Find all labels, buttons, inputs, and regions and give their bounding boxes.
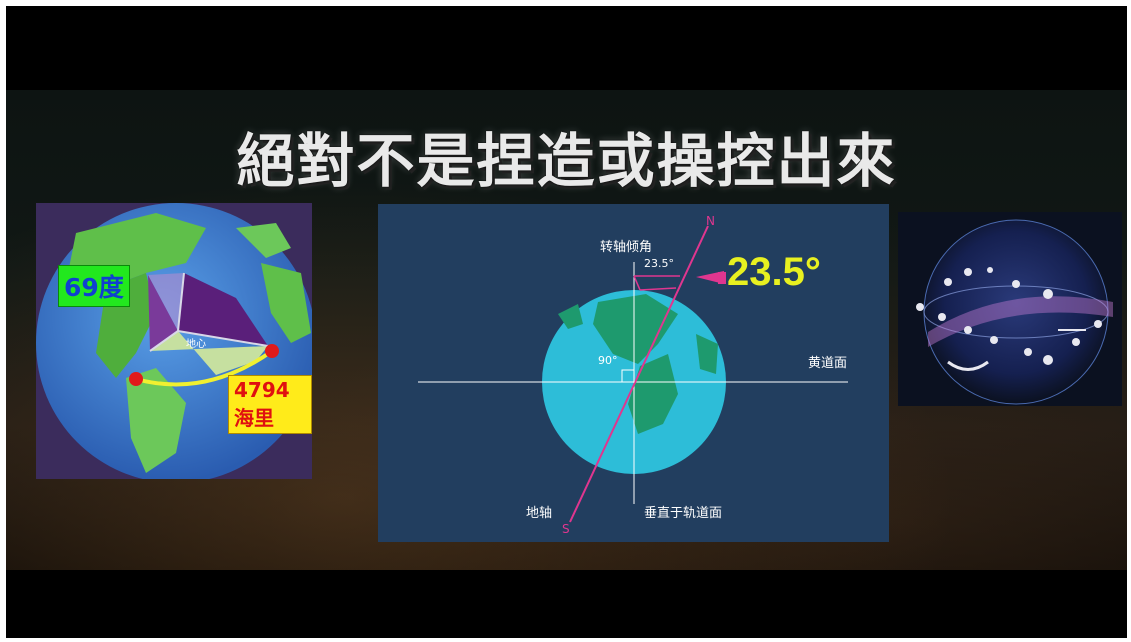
north-label: N [706, 214, 715, 228]
zodiac-sphere-illustration [898, 212, 1122, 406]
video-frame: 絕對不是捏造或操控出來 [6, 6, 1127, 638]
axis-tilt-label: 转轴倾角 [600, 240, 653, 255]
big-angle-label: 23.5° [727, 250, 821, 294]
globe-panel: 地心 69度 4794海里 [36, 203, 312, 479]
south-label: S [562, 522, 570, 536]
small-angle-label: 23.5° [644, 257, 674, 270]
distance-label: 4794海里 [228, 375, 312, 434]
zodiac-sphere-panel [898, 212, 1122, 406]
degree-label: 69度 [58, 265, 130, 307]
right-angle-label: 90° [598, 354, 618, 367]
perpendicular-label: 垂直于轨道面 [644, 506, 723, 521]
axis-label: 地轴 [526, 506, 553, 521]
globe-illustration [36, 203, 312, 479]
tilt-diagram-graphics [418, 225, 848, 523]
page-title: 絕對不是捏造或操控出來 [236, 127, 897, 195]
axial-tilt-diagram: 转轴倾角 23.5° 23.5° N S 90° 黄道面 地轴 垂直于轨道面 [378, 204, 889, 542]
center-label: 地心 [186, 339, 206, 350]
ecliptic-label: 黄道面 [808, 356, 848, 371]
